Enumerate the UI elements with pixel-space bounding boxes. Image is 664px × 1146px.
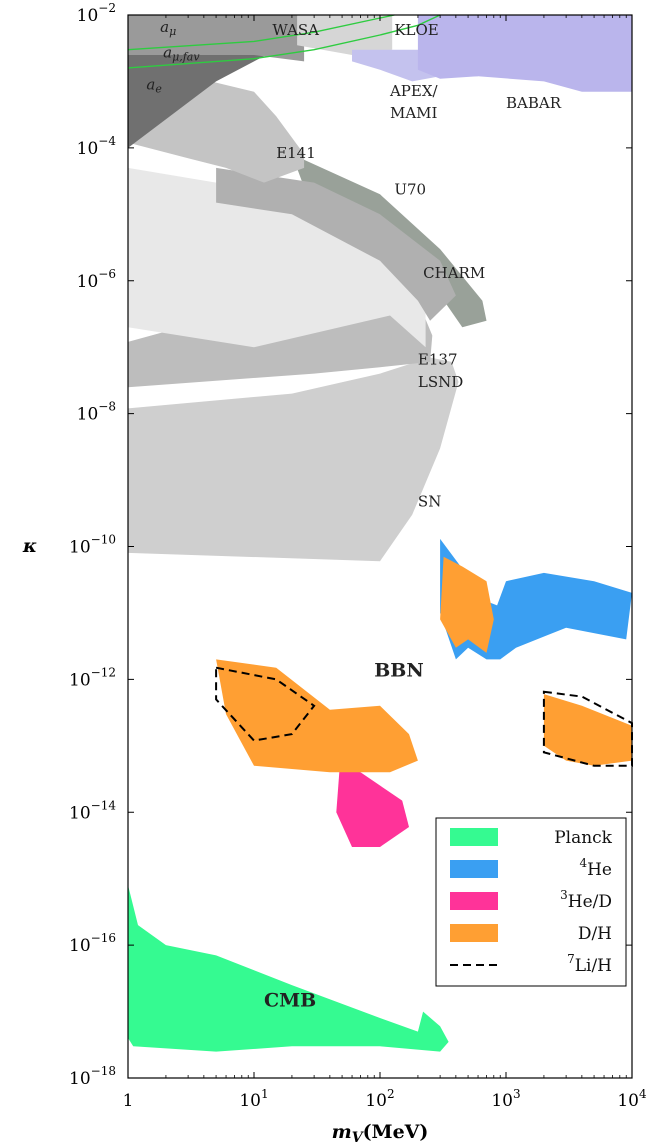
legend-swatch-planck xyxy=(450,828,498,846)
label-mami: MAMI xyxy=(390,104,438,122)
legend-label-he-d: 3He/D xyxy=(560,888,612,912)
line-a-mu-fav xyxy=(127,14,395,51)
legend-swatch-he xyxy=(450,860,498,878)
label-apex: APEX/ xyxy=(389,82,439,100)
axis-ticks: 1 101 102 103 104 10−2 10−4 10−6 10−8 10−10 10−12 1… xyxy=(69,1,647,1111)
x-tick-label: 1 xyxy=(123,1091,134,1111)
legend: Planck 4He 3He/D D/H 7Li/H xyxy=(435,817,627,987)
region-wasa xyxy=(297,15,393,55)
y-tick-label: 10−4 xyxy=(77,134,117,159)
region-babar xyxy=(417,15,632,92)
excluded-regions xyxy=(128,15,632,562)
series-d-h-upper xyxy=(440,556,494,653)
series-li-h xyxy=(215,666,316,742)
legend-label-li-h: 7Li/H xyxy=(567,952,612,976)
y-tick-label: 10−14 xyxy=(69,798,116,823)
x-tick-label: 102 xyxy=(365,1087,394,1111)
series-d-h xyxy=(216,659,418,773)
label-kloe: KLOE xyxy=(394,21,438,39)
label-babar: BABAR xyxy=(506,94,562,112)
series-planck xyxy=(128,885,449,1052)
axis-titles: mV(MeV) κ xyxy=(22,535,429,1146)
y-axis-title: κ xyxy=(22,535,37,557)
y-tick-label: 10−10 xyxy=(69,533,116,558)
region-u70 xyxy=(216,167,456,321)
data-series xyxy=(128,538,632,1052)
y-tick-label: 10−12 xyxy=(69,665,116,690)
label-sn: SN xyxy=(418,493,441,511)
line-a-mu-fav-low xyxy=(127,14,441,69)
label-cmb: CMB xyxy=(264,989,316,1011)
y-tick-label: 10−16 xyxy=(69,931,116,956)
label-wasa: WASA xyxy=(272,21,319,39)
x-tick-label: 104 xyxy=(617,1087,647,1111)
label-charm: CHARM xyxy=(423,264,485,282)
label-lsnd: LSND xyxy=(418,373,463,391)
region-a-e xyxy=(128,41,305,148)
region-a-mu xyxy=(128,15,305,62)
legend-label-d-h: D/H xyxy=(578,924,612,944)
legend-label-planck: Planck xyxy=(554,828,612,848)
y-tick-label: 10−2 xyxy=(77,1,116,26)
y-tick-label: 10−18 xyxy=(69,1064,116,1089)
label-bbn: BBN xyxy=(374,660,424,682)
series-d-h-right xyxy=(543,694,632,766)
label-u70: U70 xyxy=(394,180,426,198)
y-tick-label: 10−8 xyxy=(77,400,116,425)
y-tick-label: 10−6 xyxy=(77,267,116,292)
legend-label-he: 4He xyxy=(579,856,612,880)
series-he-d-lower xyxy=(336,765,409,847)
legend-swatch-he-d xyxy=(450,892,498,910)
x-axis-title: mV(MeV) xyxy=(332,1121,429,1146)
label-e141: E141 xyxy=(276,144,316,162)
x-tick-label: 103 xyxy=(491,1087,520,1111)
x-tick-label: 101 xyxy=(239,1087,268,1111)
legend-swatch-d-h xyxy=(450,924,498,942)
region-sn xyxy=(128,357,459,562)
label-e137: E137 xyxy=(418,350,458,368)
